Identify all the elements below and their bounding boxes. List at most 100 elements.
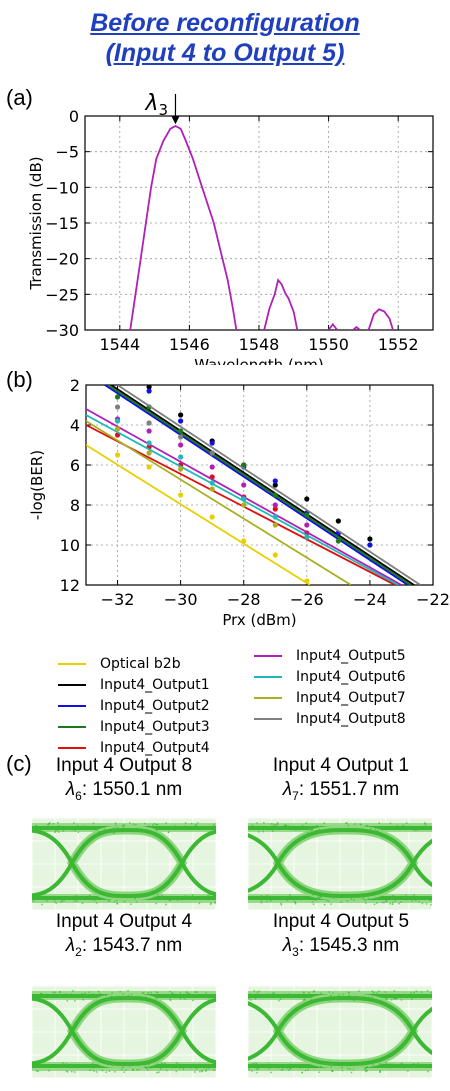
- lambda-symbol: λ: [65, 779, 76, 800]
- eye-noise: [385, 900, 388, 902]
- eye-noise: [40, 992, 43, 995]
- chart-a-ytick-label: −25: [45, 285, 79, 304]
- eye-noise: [349, 1068, 352, 1070]
- chart-a-ytick-label: −5: [55, 143, 79, 162]
- eye-noise: [70, 993, 73, 995]
- eye-noise: [256, 1071, 258, 1074]
- eye-noise: [201, 1070, 203, 1073]
- eye-noise: [91, 1067, 94, 1069]
- eye-noise: [421, 995, 423, 998]
- eye-noise: [302, 994, 305, 997]
- eye-noise: [63, 899, 65, 902]
- eye-noise: [280, 1069, 283, 1071]
- eye-noise: [156, 1063, 159, 1066]
- eye-noise: [74, 829, 76, 832]
- eye-noise: [157, 994, 159, 996]
- eye-noise: [206, 895, 209, 897]
- eye-noise: [127, 994, 130, 997]
- eye-noise: [413, 894, 415, 896]
- eye-noise: [189, 1066, 191, 1068]
- data-point: [209, 464, 215, 470]
- eye-noise: [300, 1065, 303, 1068]
- lambda3-arrowhead: [171, 116, 180, 125]
- eye-noise: [287, 993, 290, 995]
- eye-noise: [55, 902, 57, 905]
- eye-noise: [286, 1067, 288, 1069]
- eye-noise: [66, 999, 69, 1002]
- eye-noise: [139, 829, 142, 831]
- eye-noise: [74, 825, 76, 828]
- eye-noise: [88, 991, 91, 994]
- eye-noise: [60, 994, 62, 996]
- data-point: [241, 502, 247, 508]
- eye-noise: [101, 1069, 104, 1072]
- eye-noise: [135, 900, 138, 903]
- eye-wavelength: λ6: 1550.1 nm: [24, 778, 224, 808]
- eye-noise: [289, 1067, 291, 1070]
- eye-noise: [346, 900, 349, 902]
- lambda-subscript: 6: [75, 788, 82, 803]
- eye-noise: [407, 1070, 409, 1072]
- eye-noise: [347, 1067, 349, 1070]
- eye-noise: [104, 894, 107, 897]
- data-point: [304, 496, 310, 502]
- eye-noise: [153, 822, 156, 825]
- eye-noise: [137, 997, 140, 1000]
- eye-noise: [266, 993, 269, 996]
- data-point: [178, 466, 184, 472]
- eye-noise: [142, 829, 145, 832]
- chart-a-transmission: 1544 1546 1548 1550 1552 0 −5 −10 −15 −20 −25 −30 Wa…: [27, 91, 434, 365]
- chart-a-xtick-label: 1550: [308, 335, 349, 354]
- eye-noise: [298, 828, 301, 831]
- eye-noise: [32, 900, 35, 902]
- eye-noise: [71, 828, 74, 831]
- eye-noise: [214, 895, 216, 898]
- eye-noise: [402, 828, 404, 830]
- eye-noise: [99, 992, 101, 995]
- eye-noise: [284, 824, 287, 826]
- eye-noise: [145, 894, 147, 897]
- chart-a-ytick-label: 0: [69, 107, 79, 126]
- eye-noise: [73, 900, 76, 902]
- eye-noise: [33, 827, 35, 830]
- eye-noise: [164, 1062, 166, 1065]
- eye-noise: [263, 822, 265, 824]
- eye-noise: [115, 899, 118, 902]
- eye-noise: [249, 826, 252, 829]
- eye-noise: [256, 1068, 258, 1071]
- eye-noise: [373, 903, 376, 906]
- eye-noise: [201, 1069, 204, 1072]
- eye-noise: [288, 898, 290, 901]
- eye-noise: [307, 831, 309, 834]
- eye-noise: [378, 822, 381, 825]
- eye-noise: [405, 827, 408, 829]
- eye-noise: [279, 998, 282, 1000]
- eye-noise: [57, 994, 60, 997]
- eye-noise: [370, 827, 372, 830]
- eye-noise: [273, 825, 276, 828]
- eye-noise: [128, 997, 131, 1000]
- eye-noise: [287, 994, 289, 997]
- legend-item: Optical b2b: [58, 654, 181, 675]
- eye-noise: [186, 992, 189, 995]
- eye-noise: [108, 829, 110, 831]
- eye-noise: [170, 898, 173, 900]
- lambda-symbol: λ: [282, 935, 293, 956]
- eye-noise: [114, 1071, 116, 1073]
- panel-label-a: (a): [6, 85, 33, 110]
- eye-noise: [152, 824, 154, 826]
- eye-noise: [179, 992, 182, 994]
- eye-noise: [269, 899, 272, 902]
- eye-noise: [145, 996, 147, 998]
- eye-noise: [304, 827, 307, 829]
- eye-diagram-2: [248, 818, 432, 910]
- legend-label: Input4_Output7: [296, 690, 406, 706]
- eye-noise: [49, 822, 51, 824]
- eye-noise: [175, 1062, 178, 1064]
- eye-noise: [182, 996, 185, 999]
- eye-noise: [147, 992, 149, 994]
- eye-noise: [421, 902, 424, 905]
- eye-noise: [53, 826, 56, 829]
- legend-item: Input4_Output3: [58, 717, 210, 738]
- eye-noise: [358, 990, 360, 992]
